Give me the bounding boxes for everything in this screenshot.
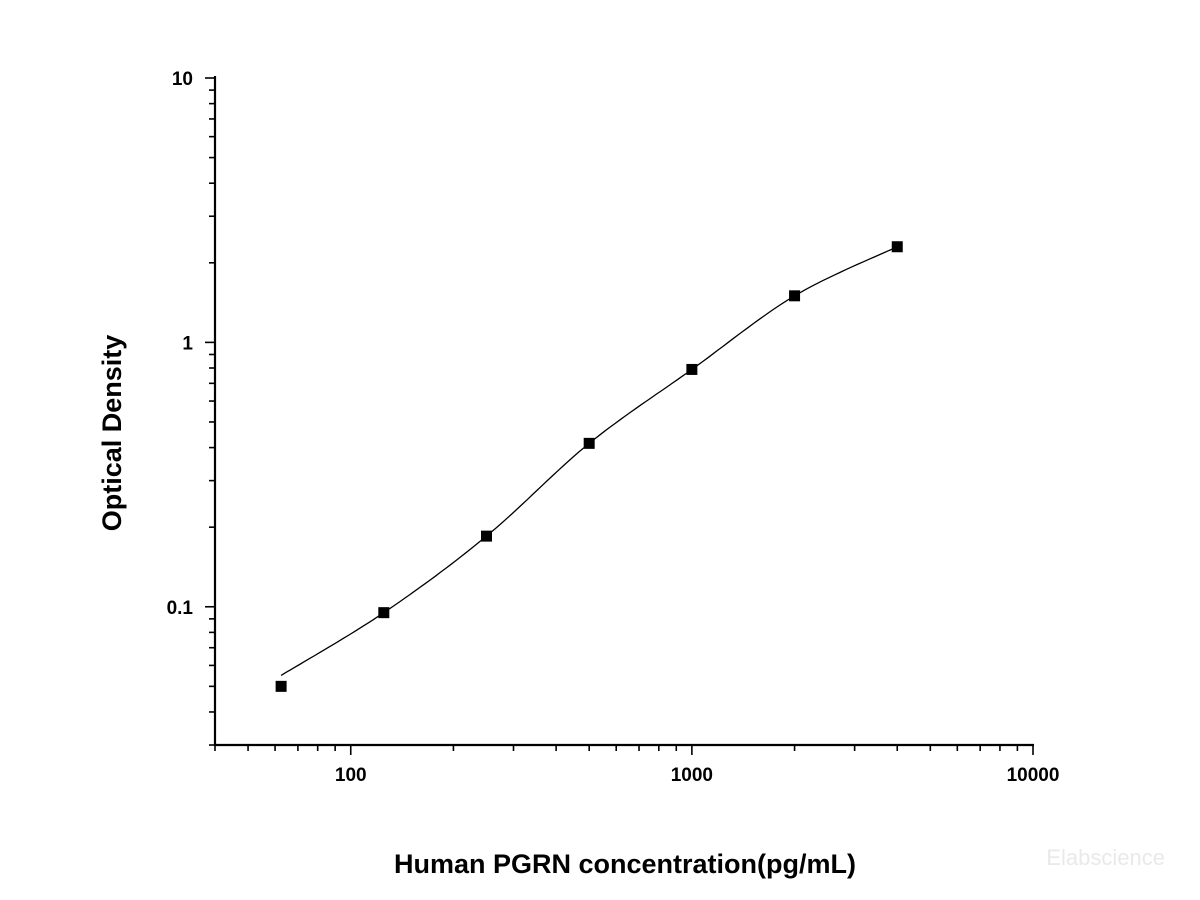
data-points <box>275 241 903 692</box>
y-tick-label: 10 <box>172 69 193 90</box>
data-point <box>583 437 595 449</box>
data-point <box>686 363 698 375</box>
fit-curve <box>280 246 898 676</box>
x-axis-title: Human PGRN concentration(pg/mL) <box>394 849 856 879</box>
data-point <box>275 680 287 692</box>
data-point <box>378 607 390 619</box>
y-tick-label: 0.1 <box>167 598 194 619</box>
y-axis-title: Optical Density <box>97 335 127 532</box>
data-point <box>789 290 801 302</box>
tick-labels: 100 1000 10000 0.1 1 10 <box>167 69 1060 786</box>
x-tick-label: 1000 <box>671 765 713 786</box>
x-tick-label: 10000 <box>1007 765 1060 786</box>
y-tick-label: 1 <box>182 333 193 354</box>
axes <box>205 76 1034 755</box>
data-point <box>480 530 492 542</box>
data-point <box>891 241 903 253</box>
watermark-text: Elabscience <box>1046 845 1165 870</box>
x-tick-label: 100 <box>335 765 367 786</box>
